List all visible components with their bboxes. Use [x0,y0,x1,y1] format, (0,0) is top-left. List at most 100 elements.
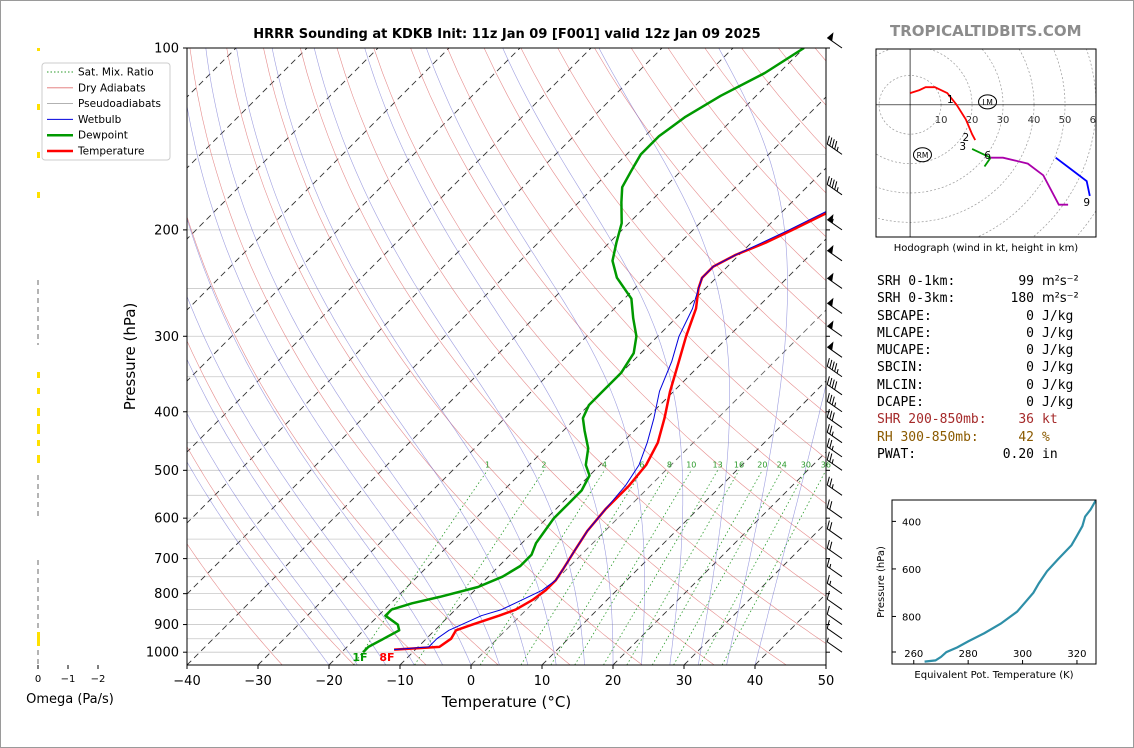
wind-barb [826,423,843,444]
index-row: SRH 0-1km: 99 m²s⁻² [877,273,1092,290]
pseudoadiabat [236,48,529,665]
index-number: 0 [1026,343,1034,359]
wind-barb [826,376,843,396]
y-tick-label: 100 [154,42,179,57]
hodograph-ring-label: 40 [1028,115,1041,126]
wind-barb [826,214,843,231]
isotherm-line [683,522,826,665]
barb-flag [829,394,833,404]
chart-title: HRRR Sounding at KDKB Init: 11z Jan 09 [… [253,27,761,42]
dry-adiabat [336,48,826,644]
omega-tick-label: 0 [35,674,41,685]
series-wetbulb [394,211,826,651]
barb-shaft [826,641,843,653]
barb-flag [831,379,835,389]
hodograph-height-label: 1 [947,94,954,106]
x-tick-label: 0 [467,674,475,689]
omega-axis-label: Omega (Pa/s) [26,692,114,707]
hodograph-height-label: 9 [1083,197,1090,209]
barb-flag [826,476,830,486]
barb-flag [829,410,833,420]
mixing-ratio-label: 1 [485,460,490,469]
mixing-ratio-line [673,470,783,665]
legend-entry: Sat. Mix. Ratio [78,67,154,79]
barb-half [831,484,834,489]
legend-entry: Dry Adiabats [78,82,146,94]
wind-barb [826,451,843,471]
index-row: SBCIN: 0 J/kg [877,359,1092,376]
wind-barb [826,520,843,540]
index-label: DCAPE: [877,395,924,411]
index-unit: m²s⁻² [1042,274,1079,289]
index-label: RH 300-850mb: [877,429,979,445]
index-value: 36 kt [1018,411,1092,428]
index-unit: J/kg [1042,377,1074,393]
pseudoadiabat [718,48,788,665]
pseudoadiabat [426,48,645,665]
barb-flag [826,620,830,629]
hodograph-trace [971,148,992,168]
index-row: PWAT: 0.20 in [877,446,1092,463]
skewt-plot [187,48,826,665]
dry-adiabat [373,48,826,597]
barb-half [836,187,839,192]
hodograph-marker [978,94,998,110]
wind-barb [826,272,843,289]
dry-adiabat [226,48,643,665]
omega-tick-label: −2 [91,674,106,685]
barb-flag [831,179,835,189]
index-label: MLCIN: [877,377,924,393]
dry-adiabat [187,340,427,665]
barb-flag [834,363,838,372]
isotherm-line [470,309,826,665]
pseudoadiabat [502,48,684,665]
omega-bar [37,440,40,446]
mixing-ratio-label: 20 [757,460,767,469]
index-number: 0 [1026,325,1034,341]
index-number: 0 [1026,377,1034,393]
index-value: 180 m²s⁻² [1011,290,1092,307]
barb-shaft [826,302,843,314]
barb-flag [826,451,830,461]
dry-adiabat [189,48,571,665]
index-row: RH 300-850mb: 42% [877,429,1092,446]
wind-barb [826,574,843,595]
barb-flag [826,590,830,600]
y-tick-label: 600 [154,512,179,527]
index-number: 0.20 [1002,446,1034,462]
wind-barb [826,320,843,337]
barb-pennant [827,320,834,330]
wind-barb [826,32,843,49]
y-tick-label: 300 [154,330,179,345]
barb-shaft [826,528,843,540]
barb-half [831,431,834,436]
theta-e-plot [924,500,1096,663]
barb-shaft [826,277,843,289]
dry-adiabat [483,48,826,459]
y-tick-label: 500 [154,464,179,479]
pseudoadiabat [313,48,585,665]
barb-pennant [827,245,834,254]
barb-flag [826,499,830,508]
barb-flag [826,539,830,549]
mixing-ratio-label: 4 [602,460,607,469]
wind-barb [826,297,843,314]
barb-flag [826,176,830,185]
hodograph-ring-label: 60 [1090,115,1103,126]
mixing-ratio-label: 2 [541,460,546,469]
index-value: 0 J/kg [1026,342,1092,359]
barb-flag [826,376,830,385]
index-unit: m²s⁻² [1042,291,1079,307]
theta-e-x-tick-label: 320 [1067,649,1086,660]
y-tick-label: 1000 [146,646,179,661]
index-label: PWAT: [877,446,917,462]
barb-pennant [827,341,834,351]
barb-shaft [826,613,843,625]
x-tick-label: −30 [244,674,271,689]
theta-e-y-tick-label: 800 [902,612,921,623]
index-label: SRH 0-3km: [877,291,956,307]
omega-bar [37,192,40,198]
wind-barb [826,539,843,560]
isotherm-line [612,451,826,665]
barb-shaft [826,431,843,444]
